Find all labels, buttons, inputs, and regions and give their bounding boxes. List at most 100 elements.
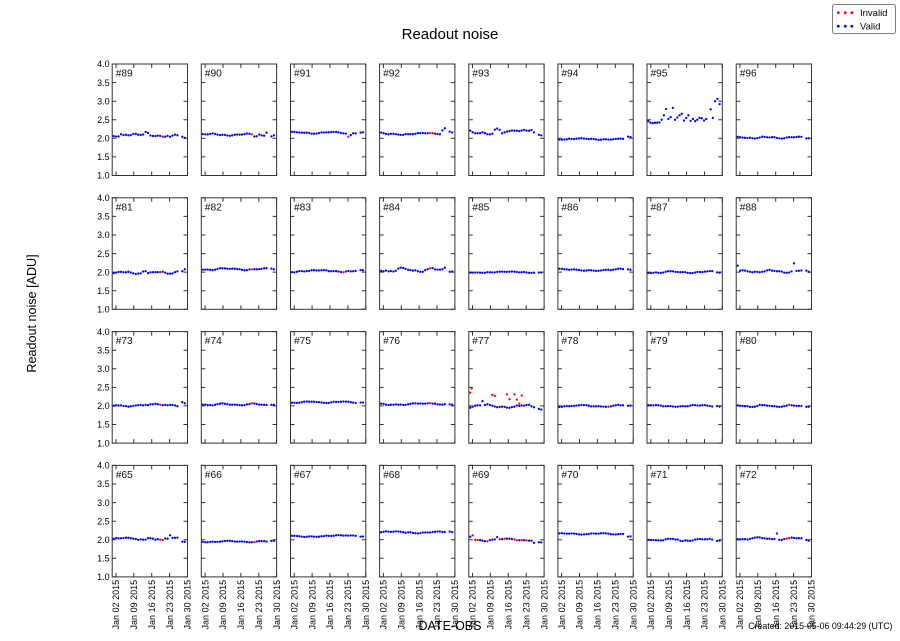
- svg-text:#95: #95: [651, 69, 668, 80]
- svg-text:#82: #82: [205, 202, 222, 213]
- svg-text:#93: #93: [472, 69, 489, 80]
- svg-text:4.0: 4.0: [97, 461, 110, 471]
- svg-text:Jan 09 2015: Jan 09 2015: [397, 580, 407, 630]
- svg-text:4.0: 4.0: [97, 193, 110, 203]
- svg-text:Jan 16 2015: Jan 16 2015: [682, 580, 692, 630]
- svg-text:#88: #88: [740, 202, 757, 213]
- svg-text:2.5: 2.5: [97, 516, 110, 526]
- svg-text:#85: #85: [472, 202, 489, 213]
- svg-text:#94: #94: [561, 69, 578, 80]
- svg-text:Jan 30 2015: Jan 30 2015: [718, 580, 728, 630]
- svg-text:Jan 16 2015: Jan 16 2015: [593, 580, 603, 630]
- svg-text:1.5: 1.5: [97, 152, 110, 162]
- svg-text:#66: #66: [205, 470, 222, 481]
- svg-text:1.5: 1.5: [97, 554, 110, 564]
- svg-text:Jan 02 2015: Jan 02 2015: [735, 580, 745, 630]
- svg-text:#71: #71: [651, 470, 668, 481]
- svg-text:Jan 30 2015: Jan 30 2015: [183, 580, 193, 630]
- svg-text:2.5: 2.5: [97, 383, 110, 393]
- svg-text:Created: 2015-05-06 09:44:29 (: Created: 2015-05-06 09:44:29 (UTC): [748, 621, 892, 631]
- svg-text:2.0: 2.0: [97, 267, 110, 277]
- svg-text:#73: #73: [116, 336, 133, 347]
- svg-text:Jan 09 2015: Jan 09 2015: [218, 580, 228, 630]
- svg-text:Jan 02 2015: Jan 02 2015: [379, 580, 389, 630]
- svg-text:#83: #83: [294, 202, 311, 213]
- svg-text:3.5: 3.5: [97, 479, 110, 489]
- svg-text:#76: #76: [383, 336, 400, 347]
- svg-text:#74: #74: [205, 336, 222, 347]
- svg-text:#65: #65: [116, 470, 133, 481]
- svg-text:#86: #86: [561, 202, 578, 213]
- svg-text:#89: #89: [116, 69, 133, 80]
- svg-text:#78: #78: [561, 336, 578, 347]
- svg-text:3.0: 3.0: [97, 96, 110, 106]
- svg-text:Jan 16 2015: Jan 16 2015: [504, 580, 514, 630]
- svg-text:#75: #75: [294, 336, 311, 347]
- svg-text:4.0: 4.0: [97, 59, 110, 69]
- svg-text:3.5: 3.5: [97, 345, 110, 355]
- svg-text:Jan 23 2015: Jan 23 2015: [165, 580, 175, 630]
- svg-text:Jan 09 2015: Jan 09 2015: [575, 580, 585, 630]
- svg-text:Readout noise [ADU]: Readout noise [ADU]: [25, 254, 39, 372]
- svg-text:3.0: 3.0: [97, 364, 110, 374]
- svg-text:#84: #84: [383, 202, 400, 213]
- svg-text:Jan 09 2015: Jan 09 2015: [753, 580, 763, 630]
- svg-text:Jan 30 2015: Jan 30 2015: [807, 580, 817, 630]
- svg-text:Jan 30 2015: Jan 30 2015: [450, 580, 460, 630]
- svg-text:Jan 09 2015: Jan 09 2015: [486, 580, 496, 630]
- svg-text:#91: #91: [294, 69, 311, 80]
- svg-text:#79: #79: [651, 336, 668, 347]
- svg-text:2.0: 2.0: [97, 401, 110, 411]
- svg-text:#81: #81: [116, 202, 133, 213]
- svg-text:#77: #77: [472, 336, 489, 347]
- svg-text:Jan 30 2015: Jan 30 2015: [539, 580, 549, 630]
- svg-text:Jan 02 2015: Jan 02 2015: [557, 580, 567, 630]
- svg-text:DATE-OBS: DATE-OBS: [419, 619, 482, 633]
- svg-text:Jan 02 2015: Jan 02 2015: [200, 580, 210, 630]
- svg-text:#70: #70: [561, 470, 578, 481]
- svg-text:Jan 16 2015: Jan 16 2015: [771, 580, 781, 630]
- svg-text:Jan 23 2015: Jan 23 2015: [611, 580, 621, 630]
- svg-text:Jan 23 2015: Jan 23 2015: [521, 580, 531, 630]
- svg-text:Jan 02 2015: Jan 02 2015: [111, 580, 121, 630]
- svg-text:Readout noise: Readout noise: [402, 26, 499, 43]
- svg-text:#69: #69: [472, 470, 489, 481]
- svg-text:Valid: Valid: [860, 22, 880, 33]
- svg-text:#67: #67: [294, 470, 311, 481]
- svg-text:Jan 02 2015: Jan 02 2015: [646, 580, 656, 630]
- svg-text:#87: #87: [651, 202, 668, 213]
- svg-text:1.0: 1.0: [97, 305, 110, 315]
- svg-text:#80: #80: [740, 336, 757, 347]
- svg-text:2.0: 2.0: [97, 535, 110, 545]
- svg-text:Jan 16 2015: Jan 16 2015: [414, 580, 424, 630]
- svg-text:Jan 16 2015: Jan 16 2015: [236, 580, 246, 630]
- svg-text:#96: #96: [740, 69, 757, 80]
- svg-text:2.5: 2.5: [97, 115, 110, 125]
- svg-text:Jan 30 2015: Jan 30 2015: [361, 580, 371, 630]
- svg-text:Jan 09 2015: Jan 09 2015: [129, 580, 139, 630]
- svg-text:Jan 23 2015: Jan 23 2015: [700, 580, 710, 630]
- svg-text:Jan 23 2015: Jan 23 2015: [789, 580, 799, 630]
- svg-text:#92: #92: [383, 69, 400, 80]
- svg-text:1.0: 1.0: [97, 438, 110, 448]
- svg-text:1.0: 1.0: [97, 171, 110, 181]
- svg-text:Invalid: Invalid: [860, 8, 887, 19]
- svg-text:Jan 09 2015: Jan 09 2015: [307, 580, 317, 630]
- svg-text:3.5: 3.5: [97, 78, 110, 88]
- svg-text:3.0: 3.0: [97, 498, 110, 508]
- svg-text:3.5: 3.5: [97, 212, 110, 222]
- svg-text:1.5: 1.5: [97, 420, 110, 430]
- svg-text:2.5: 2.5: [97, 249, 110, 259]
- svg-text:#72: #72: [740, 470, 757, 481]
- svg-text:2.0: 2.0: [97, 134, 110, 144]
- svg-text:Jan 09 2015: Jan 09 2015: [664, 580, 674, 630]
- svg-text:1.5: 1.5: [97, 286, 110, 296]
- svg-text:Jan 30 2015: Jan 30 2015: [272, 580, 282, 630]
- svg-text:Jan 23 2015: Jan 23 2015: [343, 580, 353, 630]
- svg-text:Jan 23 2015: Jan 23 2015: [254, 580, 264, 630]
- svg-text:Jan 16 2015: Jan 16 2015: [325, 580, 335, 630]
- svg-text:Jan 02 2015: Jan 02 2015: [468, 580, 478, 630]
- svg-text:Jan 02 2015: Jan 02 2015: [289, 580, 299, 630]
- svg-text:Jan 30 2015: Jan 30 2015: [628, 580, 638, 630]
- svg-text:Jan 23 2015: Jan 23 2015: [432, 580, 442, 630]
